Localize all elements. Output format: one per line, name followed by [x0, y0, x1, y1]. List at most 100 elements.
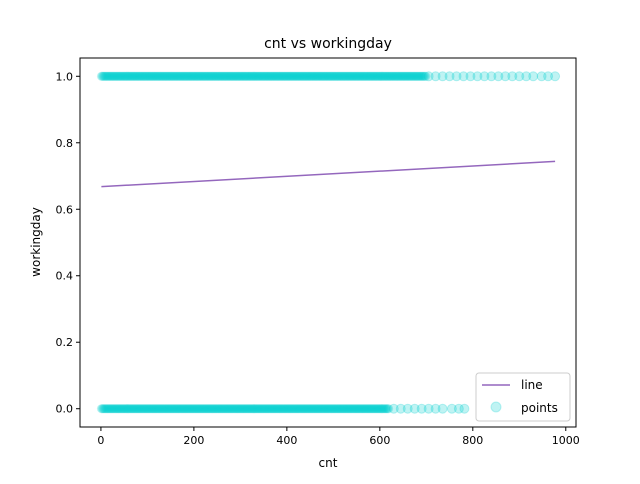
scatter-point: [129, 404, 139, 414]
scatter-point: [423, 403, 434, 414]
scatter-point: [333, 71, 343, 81]
scatter-point: [211, 404, 221, 414]
scatter-point: [514, 71, 525, 82]
scatter-point: [130, 71, 140, 81]
scatter-point: [167, 71, 177, 81]
scatter-point: [204, 71, 214, 81]
scatter-point: [280, 404, 290, 414]
scatter-point: [200, 71, 210, 81]
scatter-point: [113, 71, 123, 81]
scatter-point: [108, 71, 118, 81]
scatter-point: [174, 404, 184, 414]
scatter-point: [507, 71, 518, 82]
scatter-point: [201, 71, 211, 81]
scatter-point: [217, 71, 227, 81]
scatter-point: [148, 404, 158, 414]
scatter-point: [209, 404, 219, 414]
y-tick-label: 1.0: [56, 70, 74, 83]
scatter-point: [387, 71, 397, 81]
scatter-point: [290, 404, 300, 414]
scatter-point: [325, 71, 335, 81]
scatter-point: [225, 71, 235, 81]
scatter-point: [304, 71, 314, 81]
scatter-point: [320, 404, 330, 414]
scatter-point: [153, 404, 163, 414]
scatter-point: [157, 404, 167, 414]
scatter-point: [147, 71, 157, 81]
scatter-point: [238, 404, 248, 414]
scatter-point: [346, 71, 356, 81]
scatter-series-points: [96, 71, 561, 414]
scatter-point: [414, 71, 424, 81]
scatter-point: [248, 404, 258, 414]
scatter-point: [311, 71, 321, 81]
scatter-point: [296, 404, 306, 414]
scatter-point: [413, 71, 423, 81]
scatter-point: [329, 71, 339, 81]
scatter-point: [116, 404, 126, 414]
scatter-point: [348, 404, 358, 414]
scatter-point: [240, 71, 250, 81]
scatter-point: [154, 404, 164, 414]
scatter-point: [252, 404, 262, 414]
scatter-point: [453, 403, 464, 414]
scatter-point: [244, 71, 254, 81]
scatter-point: [306, 71, 316, 81]
scatter-point: [334, 71, 344, 81]
scatter-point: [305, 404, 315, 414]
scatter-point: [161, 404, 171, 414]
scatter-point: [117, 404, 127, 414]
scatter-point: [141, 71, 151, 81]
scatter-point: [399, 71, 409, 81]
scatter-point: [398, 71, 408, 81]
scatter-point: [363, 71, 373, 81]
scatter-point: [334, 404, 344, 414]
scatter-point: [100, 71, 110, 81]
scatter-point: [227, 71, 237, 81]
scatter-point: [416, 403, 427, 414]
scatter-point: [180, 404, 190, 414]
scatter-point: [408, 71, 418, 81]
scatter-point: [186, 71, 196, 81]
scatter-point: [239, 404, 249, 414]
scatter-point: [316, 404, 326, 414]
scatter-point: [299, 404, 309, 414]
scatter-point: [373, 404, 383, 414]
scatter-point: [479, 71, 490, 82]
scatter-point: [263, 404, 273, 414]
scatter-point: [406, 71, 416, 81]
scatter-point: [127, 71, 137, 81]
scatter-point: [280, 404, 290, 414]
scatter-point: [276, 71, 286, 81]
scatter-point: [382, 71, 392, 81]
scatter-point: [217, 404, 227, 414]
scatter-point: [171, 71, 181, 81]
scatter-point: [170, 71, 180, 81]
legend: line points: [475, 372, 571, 422]
scatter-point: [326, 404, 336, 414]
scatter-point: [313, 404, 323, 414]
scatter-point: [182, 404, 192, 414]
scatter-point: [223, 71, 233, 81]
scatter-point: [390, 71, 400, 81]
scatter-point: [249, 71, 259, 81]
scatter-point: [152, 71, 162, 81]
scatter-point: [281, 404, 291, 414]
y-axis: 0.0 0.2 0.4 0.6 0.8 1.0: [56, 70, 80, 416]
scatter-point: [272, 404, 282, 414]
scatter-point: [273, 71, 283, 81]
scatter-point: [323, 71, 333, 81]
scatter-point: [293, 71, 303, 81]
scatter-point: [111, 404, 121, 414]
scatter-point: [180, 71, 190, 81]
scatter-point: [392, 71, 402, 81]
scatter-point: [185, 71, 195, 81]
scatter-point: [253, 71, 263, 81]
scatter-point: [227, 71, 237, 81]
scatter-point: [370, 404, 380, 414]
scatter-point: [203, 71, 213, 81]
scatter-point: [417, 71, 427, 81]
scatter-point: [212, 404, 222, 414]
scatter-point: [256, 71, 266, 81]
scatter-point: [161, 71, 171, 81]
